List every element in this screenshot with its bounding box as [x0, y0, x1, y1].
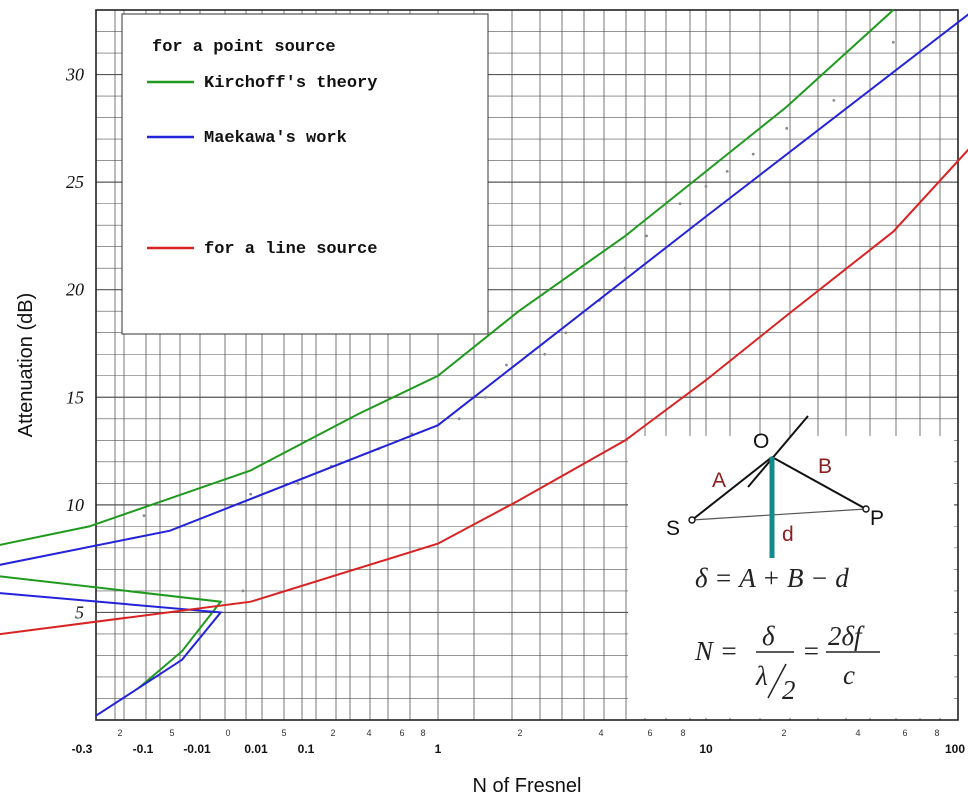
- formula-n-den-slash: [767, 663, 787, 699]
- y-axis-ticks: 5 10 15 20 25 30: [65, 65, 84, 623]
- x-tick-minor-2: 0: [225, 728, 230, 738]
- label-a: A: [712, 469, 726, 492]
- legend-box: [121, 13, 489, 335]
- x-tick-minor-7: 8: [420, 728, 425, 738]
- path-a-line: [691, 456, 773, 521]
- x-tick-major-0: -0.3: [72, 742, 93, 756]
- x-tick-minor-0: 2: [117, 728, 122, 738]
- formula-n-eq: =: [802, 636, 820, 666]
- x-tick-minor-12: 2: [781, 728, 786, 738]
- x-tick-major-7: 100: [945, 742, 965, 756]
- formula-delta: δ = A + B − d: [695, 563, 849, 593]
- x-tick-minor-14: 6: [902, 728, 907, 738]
- y-tick-5: 5: [75, 602, 84, 622]
- measured-point-8: [483, 395, 487, 399]
- y-tick-10: 10: [66, 495, 84, 515]
- formula-n-den1b: 2: [782, 675, 796, 705]
- x-tick-major-2: -0.01: [183, 742, 211, 756]
- formula-n-den1a: λ: [755, 661, 768, 691]
- y-tick-25: 25: [66, 172, 84, 192]
- x-tick-major-5: 1: [435, 742, 442, 756]
- x-tick-minor-9: 4: [598, 728, 603, 738]
- x-tick-major-4: 0.1: [298, 742, 315, 756]
- series-line-1: [0, 13, 968, 717]
- measured-point-0: [241, 589, 245, 593]
- legend-label-kirchoff: Kirchoff's theory: [204, 74, 377, 93]
- label-o: O: [753, 430, 769, 453]
- path-b-line: [771, 456, 867, 510]
- y-tick-15: 15: [66, 387, 84, 407]
- legend-label-maekawa: Maekawa's work: [204, 129, 347, 148]
- measured-point-9: [505, 363, 508, 367]
- y-axis-title: Attenuation (dB): [15, 293, 37, 438]
- series-lines: [0, 9, 968, 717]
- measured-point-13: [623, 266, 627, 270]
- diagram-box: [628, 436, 954, 718]
- measured-point-19: [785, 126, 789, 130]
- x-tick-minor-11: 8: [680, 728, 685, 738]
- y-tick-30: 30: [65, 65, 84, 85]
- measured-point-7: [457, 417, 461, 421]
- x-tick-minor-4: 2: [330, 728, 335, 738]
- label-p: P: [870, 507, 884, 530]
- x-axis-title: N of Fresnel: [473, 775, 582, 797]
- x-tick-minor-1: 5: [169, 728, 174, 738]
- measured-point-10: [543, 352, 547, 356]
- x-tick-minor-5: 4: [366, 728, 371, 738]
- x-tick-major-1: -0.1: [133, 742, 154, 756]
- series-line-2: [0, 148, 968, 636]
- x-axis-ticks: -0.3 -0.1 -0.01 0.01 0.1 1 10 100 2 5 0 5 2 4 6 8 2 4 6 8 2 4…: [72, 728, 966, 756]
- formula-n-num1: δ: [762, 621, 775, 651]
- formula-n-lhs: N =: [694, 636, 738, 666]
- x-tick-major-6: 10: [699, 742, 713, 756]
- source-point: [688, 516, 696, 524]
- measured-point-20: [832, 98, 836, 102]
- measured-point-11: [564, 331, 568, 335]
- y-tick-20: 20: [66, 280, 84, 300]
- x-tick-minor-15: 8: [934, 728, 939, 738]
- measured-point-2: [249, 492, 253, 496]
- x-tick-minor-6: 6: [399, 728, 404, 738]
- legend-label-line-source: for a line source: [204, 240, 377, 259]
- label-s: S: [666, 517, 680, 540]
- measured-point-17: [725, 169, 729, 173]
- measured-point-18: [751, 152, 755, 156]
- x-tick-major-3: 0.01: [244, 742, 268, 756]
- x-tick-minor-13: 4: [855, 728, 860, 738]
- plot-frame: [95, 9, 959, 721]
- measured-point-1: [142, 514, 146, 518]
- legend-heading: for a point source: [152, 38, 336, 57]
- measured-point-3: [296, 481, 300, 485]
- series-line-0: [0, 9, 894, 689]
- fresnel-diagram: O A B S P d δ = A + B − d N = δ λ 2 = 2δ…: [666, 415, 884, 705]
- x-tick-minor-3: 5: [281, 728, 286, 738]
- measured-point-21: [891, 40, 895, 44]
- label-b: B: [818, 455, 832, 478]
- receiver-point: [862, 505, 870, 513]
- barrier-line: [747, 415, 809, 488]
- formula-n-den2: c: [843, 660, 855, 690]
- formula-n-num2: 2δf: [828, 621, 865, 651]
- x-tick-minor-8: 2: [517, 728, 522, 738]
- measured-points: [142, 40, 895, 593]
- x-tick-minor-10: 6: [647, 728, 652, 738]
- measured-point-15: [678, 202, 682, 206]
- direct-path-line: [691, 508, 867, 521]
- measured-point-16: [704, 185, 708, 188]
- label-d: d: [782, 523, 794, 546]
- measured-point-14: [645, 234, 648, 238]
